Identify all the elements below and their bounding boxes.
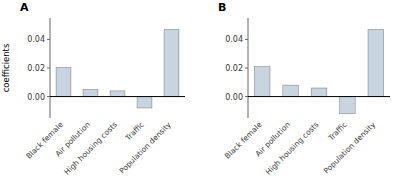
chart: Acoefficients0.000.020.04Black femaleAir… [0,0,400,186]
panel-label: A [20,1,29,14]
bars [254,29,383,113]
y-tick-label: 0.04 [225,35,243,44]
bar [110,91,125,97]
bar [368,29,384,96]
y-tick [245,39,248,40]
bar [254,67,270,97]
bar [311,88,327,97]
x-tick-label: Traffic [123,120,146,143]
y-tick [245,68,248,69]
x-tick-label: Population density [118,120,174,176]
bar [283,85,299,96]
panel-label: B [218,1,226,14]
zero-line [248,96,390,97]
y-tick-label: 0.00 [225,93,243,102]
y-tick [47,39,50,40]
y-tick [47,68,50,69]
bar [137,97,152,108]
bar [56,67,71,96]
y-tick [245,96,248,97]
y-tick-label: 0.02 [225,64,243,73]
panel: Acoefficients0.000.020.04Black femaleAir… [1,1,185,177]
y-axis-label: coefficients [1,43,11,92]
y-tick [47,96,50,97]
panel: B0.000.020.04Black femaleAir pollutionHi… [218,1,390,177]
x-tick-label: High housing costs [62,120,119,177]
bar [83,89,98,96]
x-tick-label: High housing costs [264,120,321,177]
x-tick-label: Population density [322,120,378,176]
y-tick-label: 0.00 [27,93,45,102]
zero-line [50,96,185,97]
y-tick-label: 0.04 [27,35,45,44]
y-tick-label: 0.02 [27,64,45,73]
bar [164,29,179,96]
x-tick-label: Traffic [326,120,349,143]
bar [340,97,356,114]
